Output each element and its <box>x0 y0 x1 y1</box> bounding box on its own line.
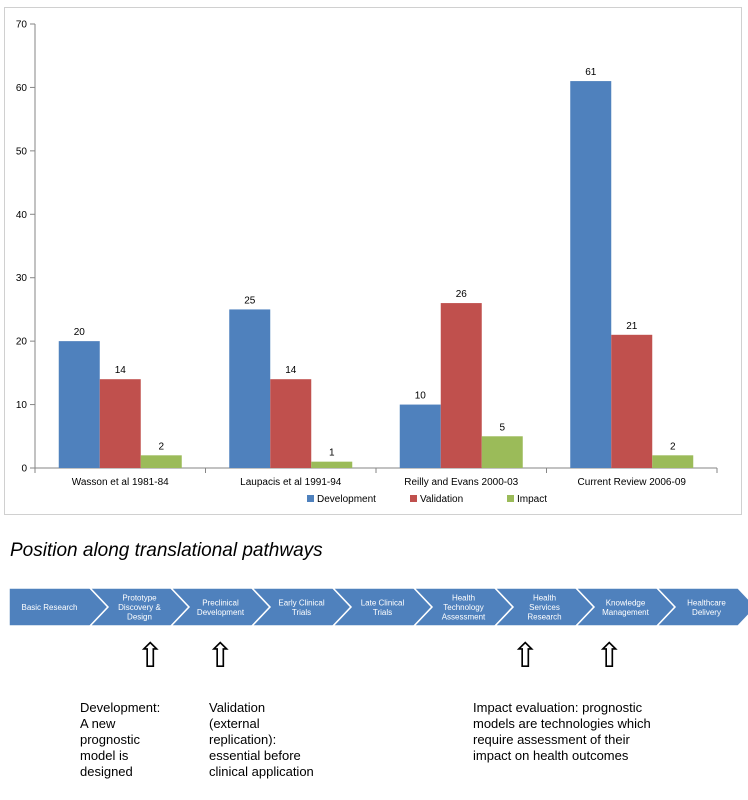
bar-development <box>58 341 100 468</box>
data-label: 10 <box>415 391 427 402</box>
pathway-stage-label: Healthcare <box>687 598 726 607</box>
y-tick-label: 40 <box>16 210 28 221</box>
bar-impact <box>652 455 694 468</box>
up-arrow-icon: ⇧ <box>511 637 540 675</box>
data-label: 14 <box>285 365 297 376</box>
legend-item-validation: Validation <box>420 494 463 505</box>
bar-validation <box>270 379 312 468</box>
bar-chart: 0 10 20 30 40 50 60 70 Wasson et al 1981-84 20 14 2… <box>16 20 718 505</box>
bar-development <box>229 309 271 468</box>
legend-swatch <box>410 495 417 502</box>
data-label: 21 <box>626 321 638 332</box>
data-label: 61 <box>585 67 597 78</box>
chart-frame: 0 10 20 30 40 50 60 70 Wasson et al 1981-84 20 14 2… <box>4 7 742 515</box>
bar-impact <box>311 461 353 468</box>
pathway-stage-label: Management <box>602 608 649 617</box>
y-tick-label: 10 <box>16 400 28 411</box>
y-tick-label: 50 <box>16 146 28 157</box>
x-tick-label: Reilly and Evans 2000-03 <box>404 477 518 488</box>
pathway-stage-label: Discovery & <box>118 603 161 612</box>
bar-validation <box>99 379 141 468</box>
pathway-stage-label: Assessment <box>442 613 486 622</box>
legend-item-development: Development <box>317 494 376 505</box>
x-tick-label: Wasson et al 1981-84 <box>72 477 169 488</box>
legend-item-impact: Impact <box>517 494 547 505</box>
legend-swatch <box>307 495 314 502</box>
bar-validation <box>440 303 482 468</box>
pathway-stage-label: Development <box>197 608 245 617</box>
bar-validation <box>611 334 653 468</box>
bar-impact <box>140 455 182 468</box>
data-label: 2 <box>670 441 676 452</box>
pathway-stage-label: Basic Research <box>21 603 77 612</box>
validation-note: Validation (external replication): essen… <box>209 700 314 779</box>
pathway-stage-label: Technology <box>443 603 483 612</box>
development-note: Development: A new prognostic model is d… <box>80 700 161 779</box>
pathway-stage-label: Late Clinical <box>361 598 405 607</box>
pathway-stage-label: Research <box>527 613 561 622</box>
pathway-stage-label: Preclinical <box>202 598 239 607</box>
up-arrow-icon: ⇧ <box>136 637 165 675</box>
pathway-stage-label: Knowledge <box>606 598 646 607</box>
bar-development <box>570 81 612 468</box>
y-tick-label: 20 <box>16 337 28 348</box>
data-label: 5 <box>499 422 505 433</box>
data-label: 26 <box>456 289 468 300</box>
y-tick-label: 60 <box>16 83 28 94</box>
bar-development <box>399 404 441 468</box>
data-label: 14 <box>115 365 127 376</box>
legend-swatch <box>507 495 514 502</box>
pathway-stage-label: Health <box>533 594 556 603</box>
pathway-stage-label: Trials <box>292 608 311 617</box>
impact-note: Impact evaluation: prognostic models are… <box>473 700 651 763</box>
x-tick-label: Current Review 2006-09 <box>578 477 687 488</box>
x-tick-label: Laupacis et al 1991-94 <box>240 477 342 488</box>
data-label: 2 <box>158 441 164 452</box>
y-tick-label: 70 <box>16 20 28 31</box>
up-arrow-icon: ⇧ <box>206 637 235 675</box>
pathway-stage-label: Early Clinical <box>278 598 324 607</box>
pathway-stage-label: Services <box>529 603 560 612</box>
up-arrow-icon: ⇧ <box>595 637 624 675</box>
data-label: 20 <box>74 327 86 338</box>
y-tick-label: 30 <box>16 273 28 284</box>
data-label: 1 <box>329 448 335 459</box>
y-tick-label: 0 <box>21 464 27 475</box>
bar-impact <box>481 436 523 468</box>
pathway-stage-label: Trials <box>373 608 392 617</box>
pathway-stage-label: Delivery <box>692 608 721 617</box>
pathway-stage <box>655 587 748 627</box>
pathway-stage-label: Health <box>452 594 475 603</box>
pathway-stage-label: Design <box>127 613 152 622</box>
pathway-stage-label: Prototype <box>122 594 157 603</box>
data-label: 25 <box>244 295 256 306</box>
pathway-title: Position along translational pathways <box>10 540 323 561</box>
